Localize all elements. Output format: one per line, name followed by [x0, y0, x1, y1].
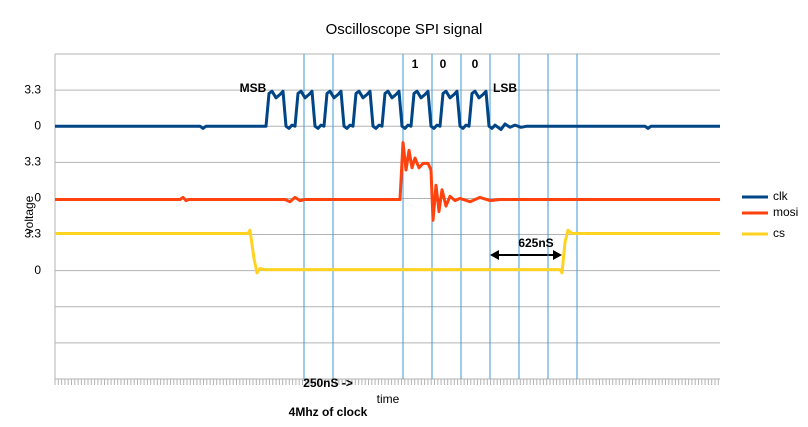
legend-label: clk — [773, 189, 789, 203]
legend-label: cs — [773, 226, 785, 240]
chart-title: Oscilloscope SPI signal — [326, 21, 483, 38]
annotation: 0 — [472, 57, 479, 71]
y-tick-label: 3.3 — [24, 82, 41, 96]
x-axis-label: time — [377, 392, 400, 406]
y-axis-label: voltage — [22, 195, 36, 234]
annotation: 0 — [440, 57, 447, 71]
y-tick-label: 0 — [34, 191, 41, 205]
series-line — [55, 89, 720, 131]
y-tick-label: 3.3 — [24, 227, 41, 241]
span-arrow — [490, 250, 562, 260]
annotation: LSB — [493, 81, 517, 95]
y-tick-label: 0 — [34, 118, 41, 132]
x-axis-minor-ticks — [54, 379, 719, 385]
annotation: 625nS — [518, 236, 553, 250]
series-line — [55, 141, 720, 222]
legend-label: mosi — [773, 205, 798, 219]
y-tick-label: 3.3 — [24, 155, 41, 169]
series-line — [55, 228, 720, 275]
annotation: MSB — [240, 81, 267, 95]
annotation: 1 — [412, 57, 419, 71]
annotation: 250nS -> — [303, 376, 353, 390]
annotation: 4Mhz of clock — [289, 405, 368, 419]
y-tick-label: 0 — [34, 263, 41, 277]
